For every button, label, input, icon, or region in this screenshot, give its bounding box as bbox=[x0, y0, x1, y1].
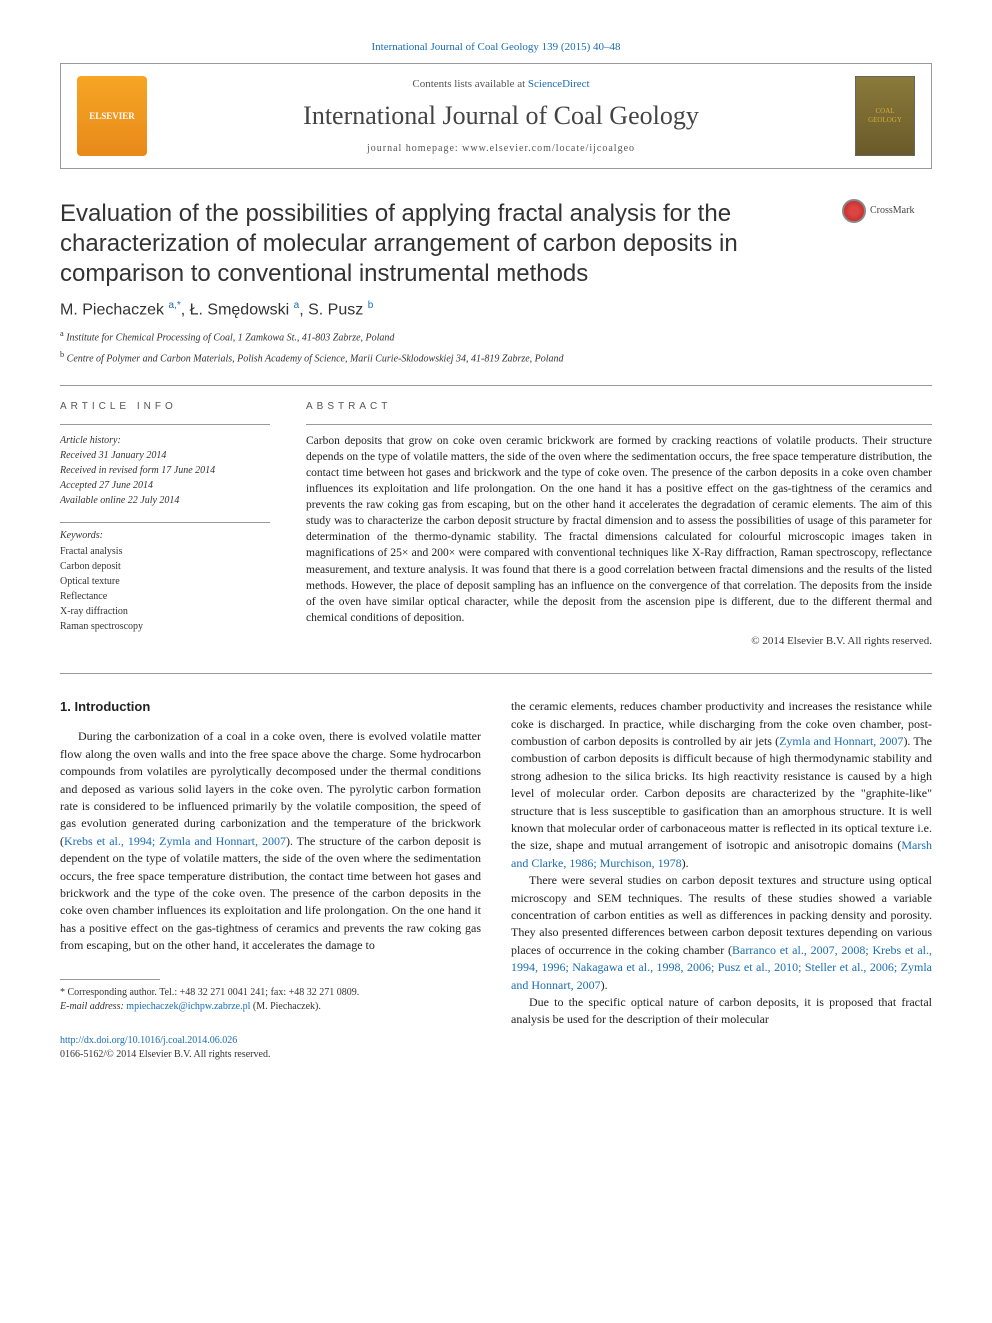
keywords-list: Fractal analysis Carbon deposit Optical … bbox=[60, 544, 270, 634]
divider bbox=[60, 385, 932, 386]
email-label: E-mail address: bbox=[60, 1001, 126, 1012]
footnote-divider bbox=[60, 979, 160, 980]
keyword: Carbon deposit bbox=[60, 559, 270, 574]
keywords-label: Keywords: bbox=[60, 529, 270, 543]
history-label: Article history: bbox=[60, 433, 270, 448]
contents-prefix: Contents lists available at bbox=[412, 78, 527, 90]
body-column-left: 1. Introduction During the carbonization… bbox=[60, 698, 481, 1061]
crossmark-icon bbox=[842, 199, 866, 223]
body-paragraph: the ceramic elements, reduces chamber pr… bbox=[511, 698, 932, 872]
crossmark-badge[interactable]: CrossMark bbox=[842, 199, 932, 223]
keyword: X-ray diffraction bbox=[60, 604, 270, 619]
article-history: Article history: Received 31 January 201… bbox=[60, 433, 270, 508]
keyword: Optical texture bbox=[60, 574, 270, 589]
abstract-copyright: © 2014 Elsevier B.V. All rights reserved… bbox=[306, 634, 932, 649]
affiliation-sup-b: b bbox=[60, 350, 64, 359]
keyword: Reflectance bbox=[60, 589, 270, 604]
corresponding-line: * Corresponding author. Tel.: +48 32 271… bbox=[60, 986, 481, 1000]
keywords-divider bbox=[60, 522, 270, 523]
body-paragraph: Due to the specific optical nature of ca… bbox=[511, 994, 932, 1029]
affiliation-a-text: Institute for Chemical Processing of Coa… bbox=[66, 332, 394, 343]
authors: M. Piechaczek a,*, Ł. Smędowski a, S. Pu… bbox=[60, 299, 932, 322]
keyword: Raman spectroscopy bbox=[60, 619, 270, 634]
email-link[interactable]: mpiechaczek@ichpw.zabrze.pl bbox=[126, 1001, 250, 1012]
header-center: Contents lists available at ScienceDirec… bbox=[147, 77, 855, 157]
journal-name: International Journal of Coal Geology bbox=[147, 98, 855, 134]
affiliation-b-text: Centre of Polymer and Carbon Materials, … bbox=[67, 354, 564, 365]
body-text-right: the ceramic elements, reduces chamber pr… bbox=[511, 698, 932, 1028]
doi-link[interactable]: http://dx.doi.org/10.1016/j.coal.2014.06… bbox=[60, 1035, 237, 1046]
affiliation-a: a Institute for Chemical Processing of C… bbox=[60, 328, 932, 345]
article-title: Evaluation of the possibilities of apply… bbox=[60, 199, 822, 289]
body-column-right: the ceramic elements, reduces chamber pr… bbox=[511, 698, 932, 1061]
doi-line: http://dx.doi.org/10.1016/j.coal.2014.06… bbox=[60, 1034, 481, 1048]
history-item: Accepted 27 June 2014 bbox=[60, 478, 270, 493]
email-author: (M. Piechaczek). bbox=[250, 1001, 321, 1012]
abstract-divider bbox=[306, 424, 932, 425]
elsevier-logo-text: ELSEVIER bbox=[89, 110, 135, 123]
info-divider bbox=[60, 424, 270, 425]
abstract-label: abstract bbox=[306, 400, 932, 414]
journal-header: ELSEVIER Contents lists available at Sci… bbox=[60, 63, 932, 169]
email-line: E-mail address: mpiechaczek@ichpw.zabrze… bbox=[60, 1000, 481, 1014]
affiliation-sup-a: a bbox=[60, 329, 64, 338]
keyword: Fractal analysis bbox=[60, 544, 270, 559]
body-text-left: During the carbonization of a coal in a … bbox=[60, 728, 481, 954]
corresponding-footnote: * Corresponding author. Tel.: +48 32 271… bbox=[60, 986, 481, 1014]
journal-cover-icon: COAL GEOLOGY bbox=[855, 76, 915, 156]
article-info-column: article info Article history: Received 3… bbox=[60, 400, 270, 650]
issn-line: 0166-5162/© 2014 Elsevier B.V. All right… bbox=[60, 1048, 481, 1062]
journal-reference: International Journal of Coal Geology 13… bbox=[60, 40, 932, 55]
history-item: Received in revised form 17 June 2014 bbox=[60, 463, 270, 478]
journal-reference-link[interactable]: International Journal of Coal Geology 13… bbox=[372, 41, 621, 53]
history-item: Received 31 January 2014 bbox=[60, 448, 270, 463]
sciencedirect-link[interactable]: ScienceDirect bbox=[528, 78, 590, 90]
history-item: Available online 22 July 2014 bbox=[60, 493, 270, 508]
contents-line: Contents lists available at ScienceDirec… bbox=[147, 77, 855, 92]
affiliation-b: b Centre of Polymer and Carbon Materials… bbox=[60, 349, 932, 366]
abstract-column: abstract Carbon deposits that grow on co… bbox=[306, 400, 932, 650]
crossmark-label: CrossMark bbox=[870, 204, 914, 218]
body-divider bbox=[60, 673, 932, 674]
journal-homepage: journal homepage: www.elsevier.com/locat… bbox=[147, 142, 855, 156]
cover-line2: GEOLOGY bbox=[868, 116, 902, 126]
cover-line1: COAL bbox=[875, 107, 894, 117]
intro-heading: 1. Introduction bbox=[60, 698, 481, 716]
body-paragraph: There were several studies on carbon dep… bbox=[511, 872, 932, 994]
elsevier-logo: ELSEVIER bbox=[77, 76, 147, 156]
abstract-text: Carbon deposits that grow on coke oven c… bbox=[306, 433, 932, 626]
body-paragraph: During the carbonization of a coal in a … bbox=[60, 728, 481, 954]
article-info-label: article info bbox=[60, 400, 270, 414]
